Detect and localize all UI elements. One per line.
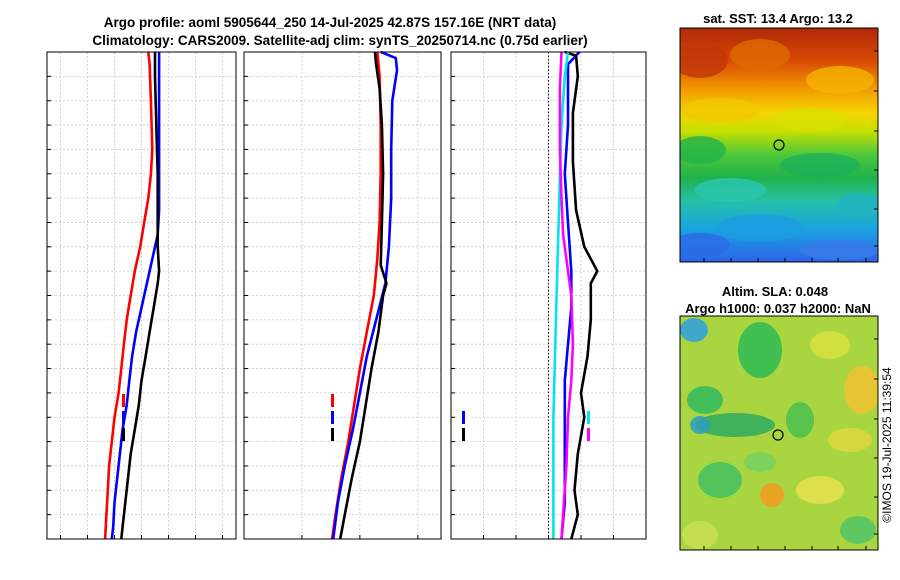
legend-swatch-1-2: [331, 428, 334, 441]
sla-texture-10: [760, 483, 784, 507]
sla-texture-9: [698, 462, 742, 498]
sla-texture-11: [796, 476, 844, 504]
sla-texture-14: [744, 452, 776, 472]
sla-texture-7: [786, 402, 814, 438]
sla-texture-13: [840, 516, 876, 544]
sst-texture-9: [716, 214, 804, 242]
legend-swatch-0-2: [122, 428, 125, 441]
sla-texture-6: [690, 416, 710, 434]
sst-texture-1: [730, 39, 790, 71]
sla-texture-8: [828, 428, 872, 452]
sst-map-frame: [679, 27, 879, 263]
sst-texture-8: [836, 193, 878, 217]
sla-map: Altim. SLA: 0.048 Argo h1000: 0.037 h200…: [679, 284, 879, 551]
temperature-panel-series-satellite-adj-clim: [110, 52, 161, 540]
sst-texture-4: [774, 108, 846, 132]
sla-texture-2: [810, 331, 850, 359]
difference-panel-series-s-argo: [558, 51, 575, 540]
temperature-panel-series-argo: [120, 52, 161, 540]
sla-texture-1: [738, 322, 782, 378]
legend-swatch-0-0: [122, 394, 125, 407]
difference-panel-frame: [450, 51, 647, 540]
figure-title-line1: Argo profile: aoml 5905644_250 14-Jul-20…: [104, 15, 556, 30]
sla-texture-3: [844, 366, 878, 414]
legend-swatch-0-1: [122, 411, 125, 424]
salinity-panel-series-argo: [338, 51, 388, 540]
sst-map: sat. SST: 13.4 Argo: 13.2: [679, 11, 879, 263]
imos-credit: ©IMOS 19-Jul-2025 11:39:54: [880, 367, 894, 523]
sst-texture-5: [680, 136, 726, 164]
sst-map-title: sat. SST: 13.4 Argo: 13.2: [703, 11, 853, 26]
legend-left-swatch-0: [462, 411, 465, 424]
legend-swatch-1-0: [331, 394, 334, 407]
sla-texture-12: [682, 521, 718, 549]
sst-argo-marker: [773, 139, 785, 151]
salinity-panel: [243, 50, 442, 540]
sla-argo-marker: [772, 429, 784, 441]
temperature-panel: [46, 51, 237, 540]
legend-right-swatch-1: [587, 428, 590, 441]
sst-texture-2: [806, 66, 874, 94]
figure-title-line2: Climatology: CARS2009. Satellite-adj cli…: [92, 33, 587, 48]
legend-swatch-1-1: [331, 411, 334, 424]
sla-map-title: Altim. SLA: 0.048: [722, 284, 828, 299]
sst-texture-7: [694, 178, 766, 202]
legend-left-swatch-1: [462, 428, 465, 441]
sla-texture-0: [680, 318, 708, 342]
sst-texture-6: [780, 153, 860, 177]
sst-texture-0: [680, 42, 728, 78]
legend-right-swatch-0: [587, 411, 590, 424]
sla-texture-4: [687, 386, 723, 414]
salinity-panel-frame: [243, 51, 442, 540]
sla-map-subtitle: Argo h1000: 0.037 h2000: NaN: [685, 301, 871, 316]
sst-texture-3: [680, 98, 760, 122]
temperature-panel-series-climatology: [103, 51, 154, 540]
sst-texture-11: [800, 240, 878, 260]
temperature-panel-frame: [46, 51, 237, 540]
sla-map-frame: [679, 315, 879, 551]
sst-texture-10: [680, 233, 730, 257]
difference-panel-series-s-satellite: [552, 51, 570, 539]
sla-texture-5: [695, 413, 775, 437]
difference-panel-series-t-argo: [564, 50, 599, 540]
difference-panel: [450, 50, 647, 540]
